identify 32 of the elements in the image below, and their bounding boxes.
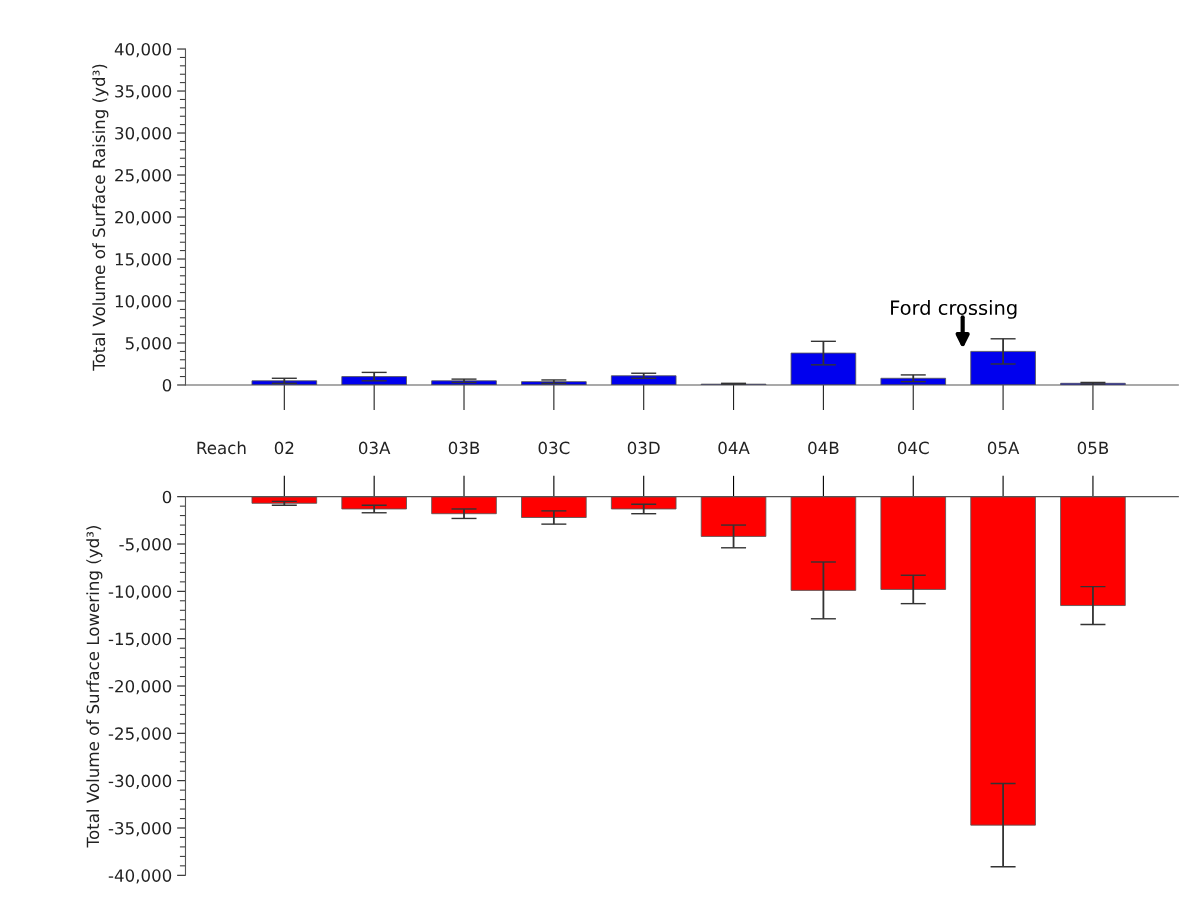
x-tick-label: 04B (808, 441, 839, 455)
x-axis-title: Reach (197, 441, 246, 455)
y-tick-label: -35,000 (108, 821, 172, 837)
x-tick-label: 03D (627, 441, 660, 455)
x-tick-label: 03A (358, 441, 391, 455)
x-tick-label: 02 (274, 441, 294, 455)
y-tick-label: 30,000 (115, 126, 172, 142)
y-tick-label: 0 (162, 378, 172, 392)
y-tick-label: -10,000 (108, 585, 172, 600)
y-tick-label: -20,000 (108, 679, 172, 695)
x-tick-label: 05A (987, 441, 1020, 455)
y-tick-label: 15,000 (115, 252, 172, 268)
x-tick-label: 03C (538, 441, 570, 455)
y-tick-label: 10,000 (115, 294, 172, 310)
annotation: Ford crossing (891, 299, 1017, 319)
y-tick-label: -40,000 (108, 869, 172, 884)
y-tick-label: -15,000 (108, 632, 172, 647)
y-tick-label: 40,000 (114, 42, 172, 58)
y-tick-label: -5,000 (119, 537, 172, 553)
y-axis-title: Total Volume of Surface Raising (yd³) (92, 64, 109, 371)
y-tick-label: 35,000 (115, 84, 172, 100)
y-tick-label: 5,000 (125, 336, 172, 352)
y-tick-label: 0 (162, 490, 172, 504)
y-tick-label: 20,000 (115, 210, 172, 226)
x-tick-label: 04C (897, 441, 929, 455)
y-axis-title: Total Volume of Surface Lowering (yd³) (86, 526, 103, 848)
x-tick-label: 04A (718, 441, 750, 455)
y-tick-label: -25,000 (108, 727, 172, 742)
x-tick-label: 05B (1077, 441, 1109, 455)
y-tick-label: 25,000 (115, 168, 172, 184)
x-tick-label: 03B (448, 441, 480, 455)
y-tick-label: -30,000 (108, 774, 172, 789)
